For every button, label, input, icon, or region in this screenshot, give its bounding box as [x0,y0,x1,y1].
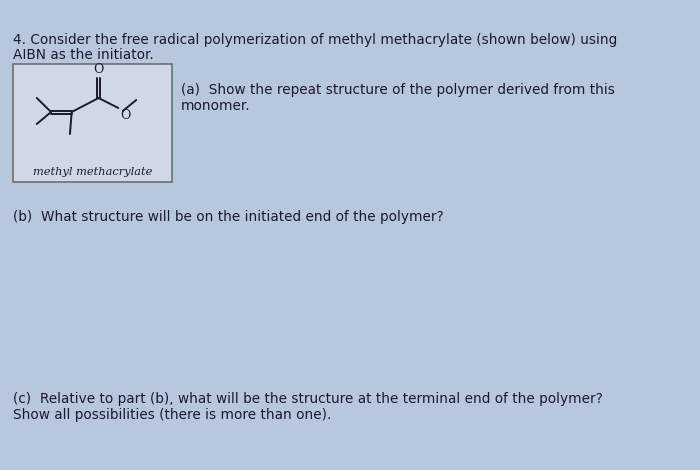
Text: AIBN as the initiator.: AIBN as the initiator. [13,48,153,62]
Text: O: O [93,63,104,76]
Text: methyl methacrylate: methyl methacrylate [33,167,152,177]
FancyBboxPatch shape [13,64,172,182]
Text: (c)  Relative to part (b), what will be the structure at the terminal end of the: (c) Relative to part (b), what will be t… [13,392,603,422]
Text: 4. Consider the free radical polymerization of methyl methacrylate (shown below): 4. Consider the free radical polymerizat… [13,33,617,47]
Text: O: O [120,109,130,122]
Text: (a)  Show the repeat structure of the polymer derived from this
monomer.: (a) Show the repeat structure of the pol… [181,83,615,113]
Text: (b)  What structure will be on the initiated end of the polymer?: (b) What structure will be on the initia… [13,210,443,224]
